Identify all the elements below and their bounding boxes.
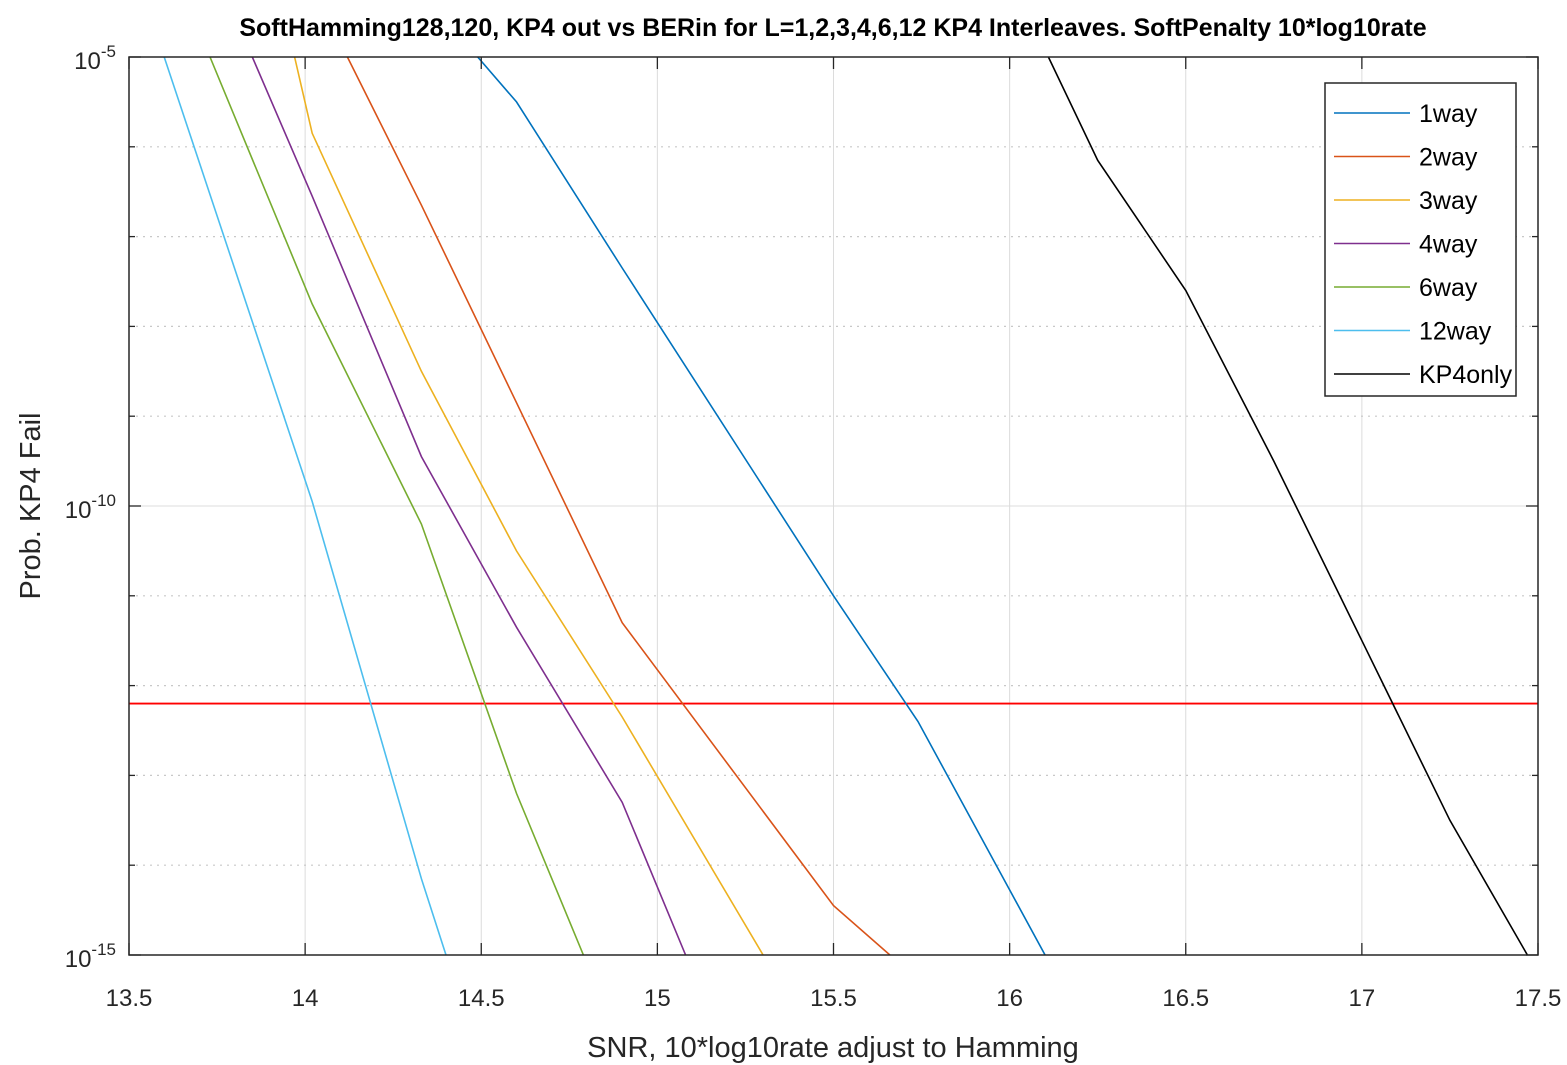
- series-line-KP4only: [1047, 57, 1529, 955]
- ticks-group: [128, 56, 1539, 956]
- series-line-3way: [293, 57, 764, 955]
- y-tick-label: 10-15: [65, 940, 116, 973]
- legend-box: [1324, 82, 1517, 397]
- y-tick-base: 10: [74, 48, 101, 75]
- x-tick-label: 15: [644, 985, 671, 1012]
- x-tick-label: 14: [292, 985, 319, 1012]
- y-tick-exponent: -5: [101, 42, 116, 61]
- series-line-2way: [346, 57, 891, 955]
- x-tick-label: 13.5: [106, 985, 153, 1012]
- series-line-1way: [477, 57, 1046, 955]
- x-axis-label: SNR, 10*log10rate adjust to Hamming: [587, 1032, 1079, 1064]
- legend-label-1way: 1way: [1419, 100, 1478, 128]
- x-tick-label: 15.5: [810, 985, 857, 1012]
- x-tick-labels: 13.5 14 14.5 15 15.5 16 16.5 17 17.5: [106, 985, 1562, 1012]
- series-line-6way: [209, 57, 585, 955]
- y-axis-label: Prob. KP4 Fail: [15, 413, 47, 600]
- x-tick-label: 17.5: [1515, 985, 1562, 1012]
- y-tick-base: 10: [65, 946, 92, 973]
- legend-label-6way: 6way: [1419, 274, 1478, 302]
- x-tick-label: 14.5: [458, 985, 505, 1012]
- y-tick-exponent: -10: [91, 491, 116, 510]
- series-line-4way: [251, 57, 687, 955]
- x-tick-label: 17: [1349, 985, 1376, 1012]
- x-tick-label: 16: [996, 985, 1023, 1012]
- legend-label-KP4only: KP4only: [1419, 361, 1513, 389]
- x-tick-label: 16.5: [1162, 985, 1209, 1012]
- series-line-12way: [163, 57, 447, 955]
- series-group: [163, 57, 1529, 955]
- y-tick-base: 10: [65, 497, 92, 524]
- y-tick-label: 10-5: [74, 42, 116, 75]
- legend: 1way 2way 3way 4way 6way 12way KP4only: [1324, 82, 1517, 397]
- legend-label-12way: 12way: [1419, 318, 1492, 346]
- legend-label-3way: 3way: [1419, 187, 1478, 215]
- y-tick-label: 10-10: [65, 491, 116, 524]
- legend-label-2way: 2way: [1419, 144, 1478, 172]
- legend-label-4way: 4way: [1419, 231, 1478, 259]
- y-tick-exponent: -15: [91, 940, 116, 959]
- chart-title: SoftHamming128,120, KP4 out vs BERin for…: [239, 14, 1426, 42]
